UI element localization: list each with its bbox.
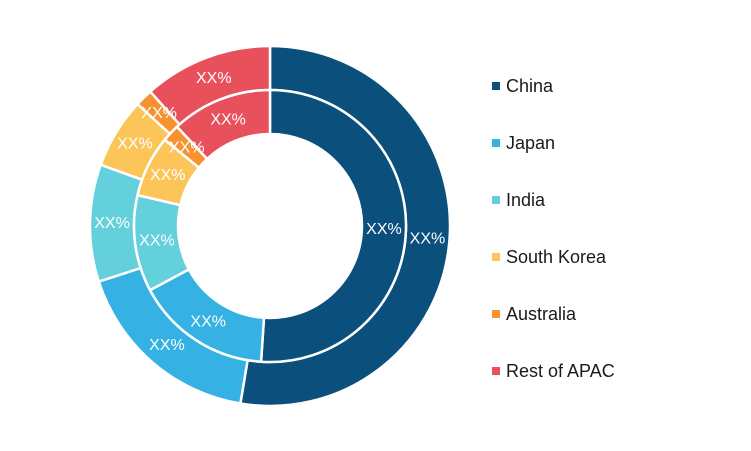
outer-label-australia: XX% (141, 105, 177, 122)
inner-slice-rest-of-apac (175, 88, 272, 161)
legend-item-south-korea: South Korea (492, 247, 607, 267)
legend-label-australia: Australia (506, 304, 577, 324)
legend-swatch-rest-of-apac (492, 367, 500, 375)
slice-labels: XX% XX% XX% XX% XX% XX% XX% XX% XX% XX% XX% XX% (94, 70, 445, 354)
legend-label-india: India (506, 190, 546, 210)
inner-label-south-korea: XX% (150, 167, 186, 184)
donut-rings (88, 44, 452, 408)
legend-item-australia: Australia (492, 304, 577, 324)
legend-label-china: China (506, 76, 554, 96)
legend-swatch-australia (492, 310, 500, 318)
outer-label-south-korea: XX% (117, 136, 153, 153)
outer-label-japan: XX% (149, 337, 185, 354)
inner-label-japan: XX% (190, 313, 226, 330)
outer-label-india: XX% (94, 215, 130, 232)
outer-label-china: XX% (410, 231, 446, 248)
legend-item-india: India (492, 190, 546, 210)
inner-slice-china (259, 88, 408, 364)
legend-swatch-india (492, 196, 500, 204)
legend-swatch-south-korea (492, 253, 500, 261)
legend-item-rest-of-apac: Rest of APAC (492, 361, 615, 381)
legend-swatch-japan (492, 139, 500, 147)
legend-label-south-korea: South Korea (506, 247, 607, 267)
inner-label-china: XX% (366, 221, 402, 238)
inner-label-australia: XX% (169, 140, 205, 157)
inner-label-india: XX% (139, 232, 175, 249)
legend-item-china: China (492, 76, 554, 96)
inner-label-rest-of-apac: XX% (210, 111, 246, 128)
outer-label-rest-of-apac: XX% (196, 70, 232, 87)
legend-label-japan: Japan (506, 133, 555, 153)
legend-swatch-china (492, 82, 500, 90)
legend-item-japan: Japan (492, 133, 555, 153)
legend-label-rest-of-apac: Rest of APAC (506, 361, 615, 381)
legend: China Japan India South Korea Australia Rest … (492, 76, 615, 381)
